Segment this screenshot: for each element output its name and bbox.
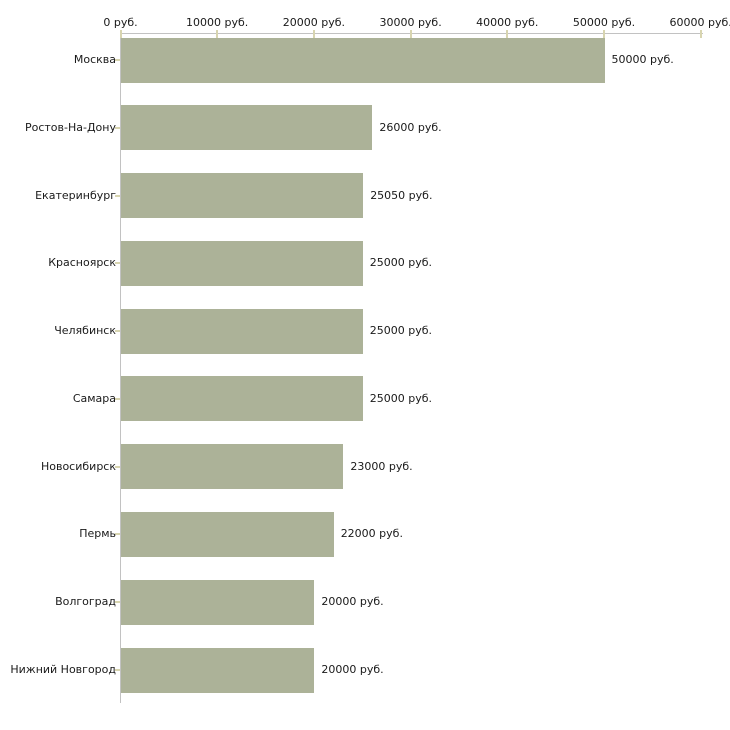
category-label: Волгоград [55, 595, 116, 609]
bar [121, 173, 364, 219]
category-label: Новосибирск [40, 459, 116, 473]
bar-value-label: 50000 руб. [611, 53, 674, 66]
category-label: Нижний Новгород [10, 663, 116, 677]
bar [121, 647, 315, 693]
bar-value-label: 20000 руб. [321, 595, 384, 609]
bar-value-label: 25000 руб. [369, 256, 433, 270]
y-axis-tick-mark [115, 465, 120, 468]
y-axis-tick-mark [115, 669, 120, 672]
y-axis-tick-mark [115, 194, 120, 197]
x-axis-tick-label: 50000 руб. [572, 16, 636, 29]
bar-value-label: 20000 руб. [321, 663, 384, 677]
x-axis-tick-label: 0 руб. [103, 16, 138, 29]
bar [121, 37, 605, 83]
x-axis-tick-mark [506, 30, 509, 38]
x-axis-tick-label: 10000 руб. [186, 16, 249, 29]
category-label: Ростов-На-Дону [24, 120, 116, 134]
x-axis-tick-mark [119, 30, 122, 38]
x-axis-tick-label: 60000 руб. [669, 16, 730, 29]
bar-value-label: 26000 руб. [379, 120, 442, 134]
x-axis-tick-mark [312, 30, 315, 38]
bar-value-label: 22000 руб. [340, 527, 403, 541]
bar [121, 105, 373, 151]
category-label: Самара [72, 391, 116, 405]
x-axis-tick-mark [216, 30, 219, 38]
y-axis-line [120, 33, 121, 703]
x-axis-tick-mark [409, 30, 412, 38]
x-axis-tick-label: 40000 руб. [476, 16, 539, 29]
y-axis-tick-mark [115, 262, 120, 265]
bar-value-label: 25000 руб. [369, 391, 433, 405]
bar [121, 579, 315, 625]
category-label: Пермь [79, 527, 116, 541]
x-axis-tick-label: 20000 руб. [282, 16, 346, 29]
bar-value-label: 23000 руб. [350, 459, 413, 473]
category-label: Красноярск [48, 256, 116, 270]
category-label: Екатеринбург [35, 188, 116, 202]
x-axis-tick-mark [603, 30, 605, 38]
bar [121, 308, 363, 354]
y-axis-tick-mark [115, 330, 120, 333]
y-axis-tick-mark [115, 59, 120, 61]
bar [121, 444, 344, 490]
y-axis-tick-mark [115, 533, 120, 536]
category-label: Челябинск [54, 324, 116, 338]
y-axis-tick-mark [115, 397, 120, 400]
y-axis-tick-mark [115, 126, 120, 129]
x-axis-tick-mark [699, 30, 702, 38]
x-axis-tick-label: 30000 руб. [379, 16, 442, 29]
bar-value-label: 25050 руб. [370, 188, 433, 202]
bar-value-label: 25000 руб. [369, 324, 433, 338]
y-axis-tick-mark [115, 601, 120, 604]
category-label: Москва [73, 53, 116, 66]
bar [121, 240, 363, 286]
bar [121, 511, 334, 557]
bar [121, 376, 363, 422]
